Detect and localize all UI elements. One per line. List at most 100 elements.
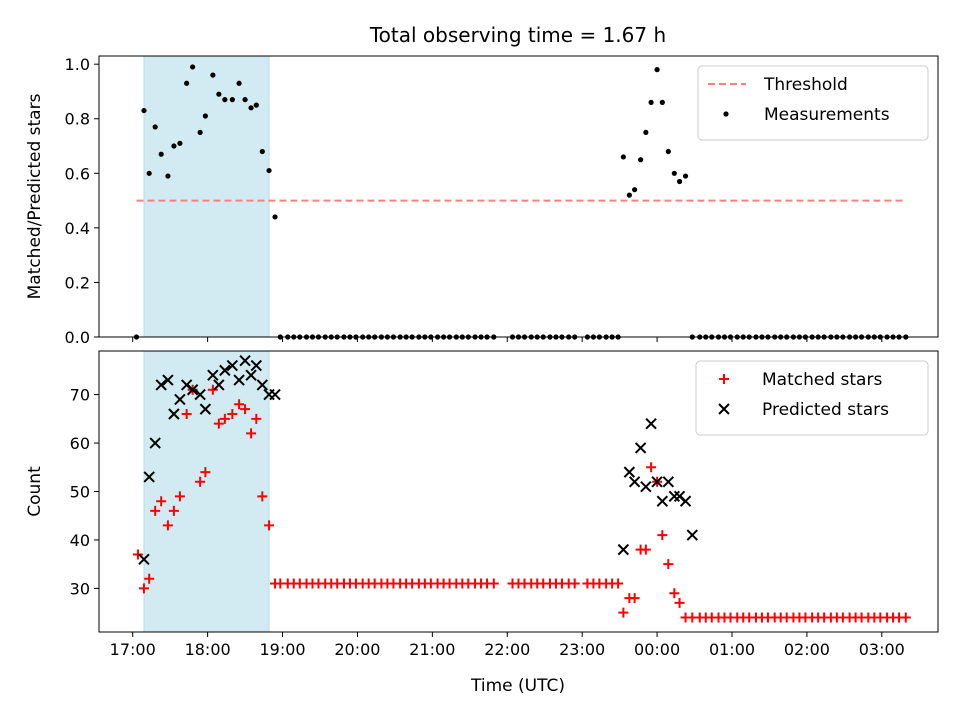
y-tick-label: 60 — [70, 434, 90, 453]
data-point — [143, 471, 155, 483]
data-point — [219, 413, 230, 424]
x-axis-label: Time (UTC) — [470, 676, 565, 696]
data-point — [569, 578, 580, 589]
data-point — [272, 214, 278, 220]
data-point — [648, 99, 654, 105]
data-point — [628, 476, 641, 488]
data-point — [686, 529, 699, 541]
y-tick-label: 1.0 — [65, 55, 90, 74]
data-point — [654, 67, 660, 73]
data-point — [246, 428, 257, 439]
data-point — [663, 559, 674, 570]
legend-label: Measurements — [764, 105, 890, 125]
x-tick-label: 02:00 — [784, 640, 830, 659]
legend-swatch-plus — [719, 374, 729, 384]
y-tick-label: 30 — [70, 579, 90, 598]
shaded-observing-span — [143, 350, 270, 633]
data-point — [679, 495, 692, 507]
data-point — [623, 466, 636, 478]
data-point — [162, 374, 174, 386]
y-axis-label: Count — [25, 466, 45, 517]
data-point — [659, 99, 665, 105]
data-point — [207, 384, 218, 395]
data-point — [613, 578, 624, 589]
data-point — [174, 491, 185, 502]
data-point — [216, 91, 222, 97]
data-point — [662, 476, 675, 488]
top-axes: 0.0 0.2 0.4 0.6 0.8 1.0 Matched/Predicted star… — [25, 55, 939, 347]
data-point — [253, 102, 259, 108]
data-point — [226, 359, 239, 372]
data-point — [168, 505, 179, 516]
data-point — [264, 520, 275, 531]
data-point — [645, 417, 657, 430]
data-point — [236, 80, 242, 86]
data-point — [618, 607, 629, 618]
data-point — [210, 72, 216, 78]
x-tick-label: 17:00 — [110, 640, 156, 659]
figure-title: Total observing time = 1.67 h — [369, 23, 666, 47]
legend-box — [695, 360, 929, 436]
x-tick-label: 03:00 — [859, 640, 905, 659]
data-point — [651, 476, 663, 488]
y-tick-label: 0.0 — [65, 328, 90, 347]
data-point — [229, 97, 235, 103]
data-point — [213, 418, 224, 429]
data-point — [234, 399, 245, 410]
y-axis-label: Matched/Predicted stars — [25, 93, 45, 299]
data-point — [900, 612, 911, 623]
data-point — [242, 97, 248, 103]
data-point — [152, 124, 158, 130]
data-point — [207, 369, 219, 381]
data-point — [155, 379, 167, 391]
data-point — [197, 129, 203, 135]
axes-frame — [98, 55, 939, 338]
data-point — [222, 97, 228, 103]
data-point — [248, 105, 254, 111]
data-point — [132, 549, 143, 560]
data-point — [146, 170, 152, 176]
data-point — [156, 496, 167, 507]
data-point — [620, 154, 626, 160]
data-point — [240, 404, 251, 415]
data-point — [202, 113, 208, 119]
data-point — [640, 544, 651, 555]
data-point — [640, 480, 652, 493]
legend-box — [697, 65, 929, 141]
data-point — [669, 588, 680, 599]
data-point — [617, 543, 630, 556]
legend-label: Predicted stars — [762, 400, 889, 420]
data-point — [656, 495, 669, 507]
data-point — [181, 408, 192, 419]
x-tick-label: 23:00 — [559, 640, 605, 659]
data-point — [138, 553, 150, 566]
data-point — [227, 408, 238, 419]
data-point — [257, 491, 268, 502]
data-point — [150, 505, 161, 516]
data-point — [162, 520, 173, 531]
legend-label: Threshold — [763, 75, 848, 95]
legend: Matched stars Predicted stars — [695, 360, 929, 436]
y-tick-label: 0.4 — [65, 219, 90, 238]
data-point — [138, 583, 149, 594]
data-point — [266, 167, 272, 174]
data-point — [668, 490, 681, 503]
data-point — [219, 364, 231, 377]
data-point — [174, 393, 186, 406]
legend-swatch-dot — [723, 111, 729, 117]
data-point — [259, 148, 265, 155]
shaded-observing-span — [143, 55, 270, 338]
data-point — [190, 64, 196, 70]
y-tick-label: 40 — [70, 531, 90, 550]
data-point — [682, 173, 689, 179]
data-point — [626, 192, 632, 198]
data-point — [245, 369, 257, 381]
data-point — [158, 151, 164, 157]
data-point — [144, 573, 155, 584]
y-tick-label: 50 — [70, 483, 90, 502]
data-point — [184, 80, 190, 86]
data-point — [269, 388, 281, 401]
y-tick-label: 0.8 — [65, 110, 90, 129]
x-tick-label: 21:00 — [409, 640, 455, 659]
